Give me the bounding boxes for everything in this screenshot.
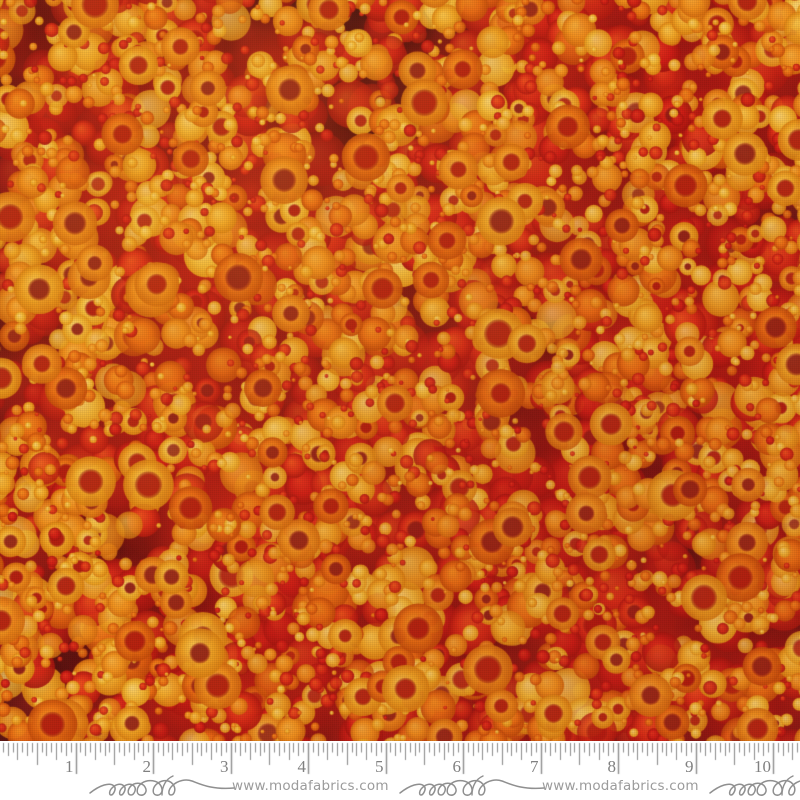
moda-logo	[708, 774, 800, 800]
moda-logo	[88, 774, 238, 800]
ruler-tick-marks	[0, 741, 800, 800]
ruler-number-3: 3	[220, 757, 229, 776]
website-url: www.modafabrics.com	[232, 778, 389, 794]
moda-logo	[398, 774, 548, 800]
ruler-number-4: 4	[297, 757, 307, 776]
ruler-number-10: 10	[754, 757, 771, 776]
measuring-ruler: 1 2 3 4 5 6 7 8 9 10 www.modafabrics.com www.modaf…	[0, 741, 800, 800]
ruler-number-7: 7	[530, 757, 539, 776]
ruler-number-1: 1	[65, 757, 74, 776]
fabric-swatch-image	[0, 0, 800, 741]
fabric-pattern-canvas	[0, 0, 800, 741]
ruler-number-9: 9	[685, 757, 694, 776]
website-url: www.modafabrics.com	[542, 778, 699, 794]
ruler-number-8: 8	[607, 757, 617, 776]
ruler-number-2: 2	[142, 757, 152, 776]
ruler-number-5: 5	[375, 757, 384, 776]
ruler-number-6: 6	[452, 757, 462, 776]
